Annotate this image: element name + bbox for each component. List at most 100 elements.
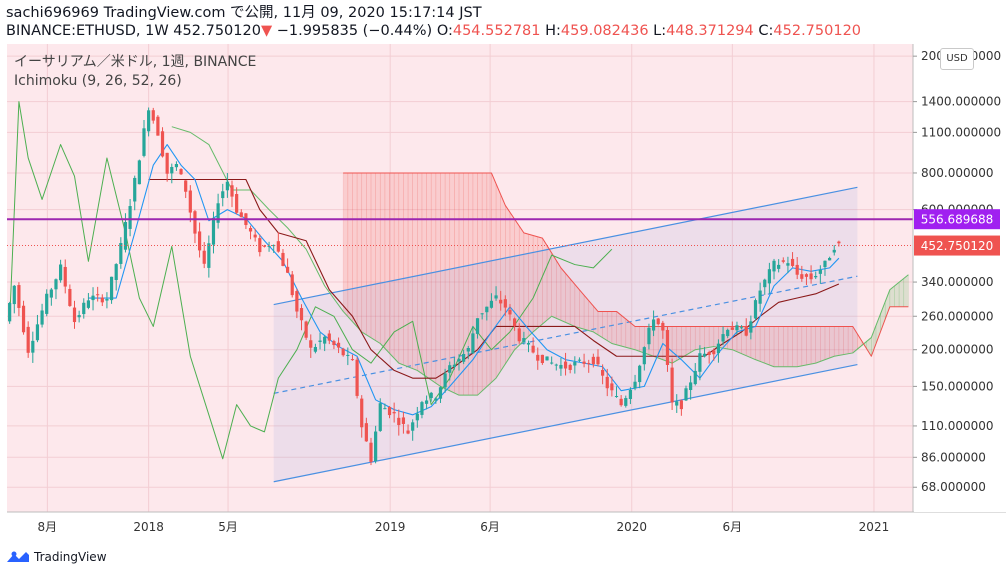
candle-body	[378, 403, 382, 431]
candle-body	[350, 359, 355, 361]
time-axis-ticks: 8月 2018 5月 2019 6月 2020 6月 2021	[38, 520, 890, 534]
candle-body	[689, 382, 693, 391]
candle-body	[438, 387, 443, 399]
candle-body	[730, 327, 734, 330]
candle-body	[781, 260, 785, 262]
candle-body	[364, 423, 368, 442]
price-tick-label: 86.000000	[921, 450, 986, 464]
candle-body	[406, 430, 410, 434]
candle-body	[31, 340, 35, 353]
candle-body	[582, 361, 586, 364]
last-price-tag-text: 452.750120	[921, 239, 994, 253]
candle-body	[8, 303, 12, 322]
candle-body	[114, 264, 118, 281]
tenkan-sen-line	[88, 143, 840, 416]
candle-body	[452, 364, 456, 368]
candle-body	[170, 166, 174, 174]
candle-body	[276, 241, 280, 252]
candle-body	[712, 350, 716, 355]
candle-body	[475, 318, 480, 334]
candle-body	[272, 245, 276, 247]
time-tick-label: 6月	[723, 520, 743, 534]
price-tick-label: 200.000000	[921, 343, 994, 357]
chart-legend: イーサリアム／米ドル, 1週, BINANCE Ichimoku (9, 26,…	[14, 53, 256, 91]
indicator-lines	[9, 101, 909, 460]
candle-body	[494, 295, 498, 299]
currency-badge[interactable]: USD	[940, 48, 974, 70]
indicator-label[interactable]: Ichimoku (9, 26, 52, 26)	[14, 73, 182, 89]
candle-body	[818, 269, 822, 274]
candle-body	[665, 330, 670, 365]
candle-body	[420, 402, 424, 415]
candle-body	[559, 364, 563, 369]
candle-body	[49, 289, 53, 298]
candle-body	[772, 260, 776, 272]
tradingview-logo-icon	[7, 551, 29, 562]
candle-body	[721, 334, 725, 342]
candle-body	[508, 309, 512, 315]
candle-body	[100, 297, 104, 303]
close-label: C:	[758, 23, 774, 39]
candle-body	[550, 362, 554, 364]
price-lines	[7, 218, 913, 247]
candle-body	[290, 274, 294, 296]
candle-body	[823, 260, 827, 268]
candle-body	[679, 400, 683, 410]
candle-body	[137, 160, 141, 185]
candle-body	[355, 359, 359, 396]
candle-body	[531, 345, 535, 353]
candle-body	[59, 264, 63, 281]
candle-body	[790, 258, 795, 266]
candle-body	[72, 307, 77, 323]
candle-body	[471, 333, 475, 354]
down-arrow-icon: ▼	[260, 23, 273, 39]
candle-body	[40, 310, 44, 325]
time-tick-label: 2018	[133, 520, 164, 534]
candle-body	[327, 333, 331, 341]
senkou-span-b-line	[343, 172, 909, 357]
candle-body	[804, 274, 809, 277]
horizontal-line-tag	[914, 209, 1000, 230]
candle-body	[151, 110, 155, 121]
candle-body	[809, 273, 813, 280]
candle-body	[716, 343, 721, 354]
candle-body	[221, 191, 225, 199]
last-price-tag	[914, 235, 1000, 256]
price-axis[interactable]	[914, 44, 1006, 512]
candle-body	[786, 263, 790, 266]
price-tick-label: 1400.000000	[921, 95, 1001, 109]
candle-body	[12, 285, 16, 305]
candle-body	[462, 353, 466, 362]
candle-body	[401, 417, 406, 424]
candle-body	[832, 249, 836, 253]
candle-body	[656, 318, 660, 325]
candle-body	[341, 348, 345, 356]
candle-body	[193, 211, 197, 234]
footer-brand: TradingView	[34, 550, 107, 564]
horizontal-line-tag-text: 556.689688	[921, 213, 994, 227]
candle-body	[601, 369, 605, 376]
candle-body	[702, 353, 707, 357]
candle-body	[573, 362, 577, 366]
candle-body	[744, 326, 748, 336]
candle-body	[651, 319, 656, 331]
candle-body	[197, 231, 202, 251]
candle-body	[68, 288, 72, 306]
candle-body	[739, 327, 744, 329]
chart-header: sachi696969 TradingView.com で公開, 11月 09,…	[6, 4, 1006, 40]
candle-body	[207, 243, 211, 268]
candle-body	[360, 398, 364, 428]
candle-body	[499, 299, 503, 304]
candle-body	[54, 279, 58, 290]
high-label: H:	[545, 23, 561, 39]
candle-body	[749, 321, 753, 333]
candle-body	[512, 318, 517, 327]
low-value: 448.371294	[666, 23, 754, 39]
symbol-title: イーサリアム／米ドル, 1週, BINANCE	[14, 54, 257, 70]
candle-body	[211, 217, 216, 245]
candles	[8, 107, 841, 466]
candle-body	[179, 169, 183, 175]
candle-body	[336, 342, 341, 348]
candle-body	[545, 356, 549, 361]
